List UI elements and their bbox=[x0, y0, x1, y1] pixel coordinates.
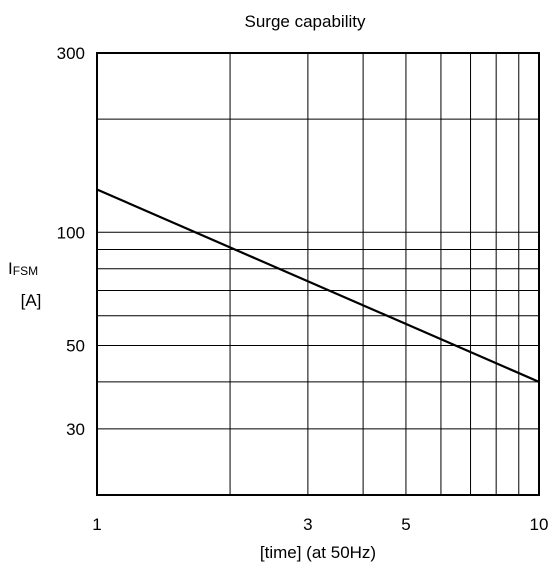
x-axis-label: [time] (at 50Hz) bbox=[260, 543, 376, 562]
x-tick-label: 1 bbox=[92, 515, 101, 534]
y-axis-label-main: I bbox=[8, 259, 13, 278]
y-tick-label: 30 bbox=[66, 420, 85, 439]
x-tick-label: 5 bbox=[401, 515, 410, 534]
y-tick-label: 100 bbox=[57, 223, 85, 242]
grid-lines bbox=[97, 53, 539, 495]
y-axis-label: IFSM bbox=[8, 259, 38, 278]
y-tick-labels: 300 100 50 30 bbox=[57, 44, 85, 439]
y-axis-label-subscript: FSM bbox=[13, 264, 38, 278]
series-line bbox=[96, 188, 540, 383]
y-tick-label: 300 bbox=[57, 44, 85, 63]
series-layer bbox=[96, 188, 540, 383]
y-tick-label: 50 bbox=[66, 336, 85, 355]
chart-title: Surge capability bbox=[245, 12, 366, 31]
x-tick-labels: 1 3 5 10 bbox=[92, 515, 548, 534]
y-axis-unit: [A] bbox=[21, 291, 42, 310]
x-tick-label: 10 bbox=[530, 515, 549, 534]
plot-frame bbox=[96, 52, 540, 496]
x-tick-label: 3 bbox=[303, 515, 312, 534]
